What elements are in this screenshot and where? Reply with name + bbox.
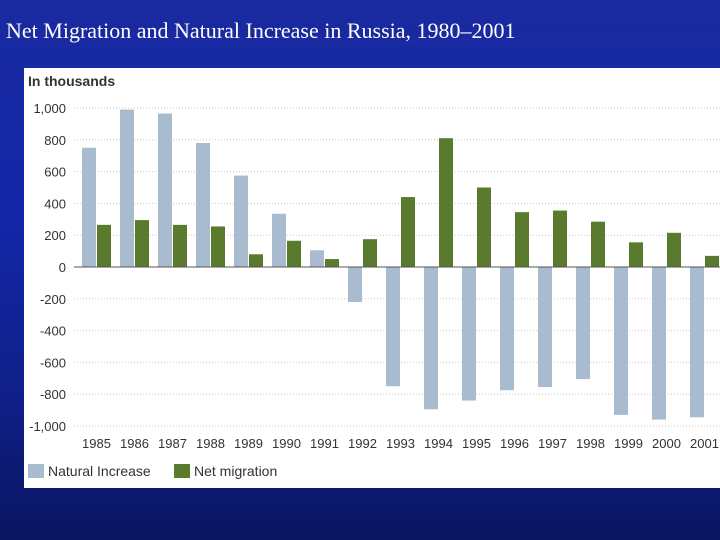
x-tick-label-1989: 1989 — [234, 436, 263, 451]
y-tick-label: 1,000 — [33, 101, 66, 116]
y-axis-ticks: 1,000 800 600 400 200 0 -200 -400 -600 -800 -1,000 — [29, 101, 66, 434]
bar-natural-increase-1989 — [234, 175, 248, 267]
bar-natural-increase-1994 — [424, 267, 438, 410]
bar-natural-increase-2000 — [652, 267, 666, 420]
x-tick-label-1987: 1987 — [158, 436, 187, 451]
bar-natural-increase-1990 — [272, 213, 286, 267]
x-tick-label-1992: 1992 — [348, 436, 377, 451]
y-tick-label: -200 — [40, 292, 66, 307]
bar-natural-increase-1996 — [500, 267, 514, 391]
bar-natural-increase-1995 — [462, 267, 476, 401]
bar-net-migration-1991 — [325, 259, 339, 267]
x-tick-label-1999: 1999 — [614, 436, 643, 451]
x-tick-label-1998: 1998 — [576, 436, 605, 451]
x-tick-label-1993: 1993 — [386, 436, 415, 451]
y-tick-label: -1,000 — [29, 419, 66, 434]
bar-net-migration-2000 — [667, 232, 681, 267]
legend: Natural Increase Net migration — [28, 463, 277, 479]
bar-chart: In thousands 1,0008006004002000-200-400-… — [28, 73, 720, 479]
slide-title: Net Migration and Natural Increase in Ru… — [6, 18, 516, 43]
x-tick-label-1994: 1994 — [424, 436, 453, 451]
bar-net-migration-1985 — [97, 224, 111, 267]
bar-net-migration-1990 — [287, 240, 301, 267]
bar-natural-increase-1992 — [348, 267, 362, 302]
x-tick-label-2000: 2000 — [652, 436, 681, 451]
legend-swatch-net-migration — [174, 464, 190, 478]
bar-net-migration-1986 — [135, 220, 149, 267]
y-axis-unit-label: In thousands — [28, 73, 115, 89]
bar-net-migration-1997 — [553, 210, 567, 267]
bar-net-migration-1993 — [401, 197, 415, 267]
y-tick-label: -600 — [40, 355, 66, 370]
x-tick-label-1990: 1990 — [272, 436, 301, 451]
bar-net-migration-1988 — [211, 226, 225, 267]
bar-natural-increase-1985 — [82, 147, 96, 267]
bar-natural-increase-1998 — [576, 267, 590, 380]
y-tick-label: 800 — [44, 133, 66, 148]
bar-natural-increase-2001 — [690, 267, 704, 418]
bar-natural-increase-1987 — [158, 113, 172, 267]
bar-net-migration-1998 — [591, 221, 605, 267]
y-tick-label: -400 — [40, 324, 66, 339]
y-tick-label: 200 — [44, 228, 66, 243]
bar-net-migration-1992 — [363, 239, 377, 267]
bar-net-migration-1996 — [515, 212, 529, 267]
bar-net-migration-1995 — [477, 187, 491, 267]
chart-panel: In thousands 1,000 800 600 400 200 0 -200 -400-… — [24, 68, 720, 488]
bar-natural-increase-1997 — [538, 267, 552, 388]
x-tick-label-1985: 1985 — [82, 436, 111, 451]
x-tick-label-1996: 1996 — [500, 436, 529, 451]
bar-net-migration-1987 — [173, 224, 187, 267]
x-axis-ticks: 1985 1986 1987 1988 1989 1990 1991 1992 1993 1994… — [82, 436, 719, 451]
bar-natural-increase-1988 — [196, 142, 210, 267]
y-tick-label: 0 — [59, 260, 66, 275]
decorative-side-stripe — [0, 62, 24, 492]
bar-net-migration-1999 — [629, 242, 643, 267]
y-tick-label: -800 — [40, 387, 66, 402]
bar-natural-increase-1986 — [120, 109, 134, 267]
y-tick-label: 400 — [44, 196, 66, 211]
bar-natural-increase-1991 — [310, 250, 324, 267]
bars — [82, 109, 719, 420]
bar-natural-increase-1999 — [614, 267, 628, 415]
legend-label-net-migration: Net migration — [194, 463, 277, 479]
bar-net-migration-1994 — [439, 138, 453, 267]
bar-net-migration-2001 — [705, 255, 719, 267]
legend-label-natural-increase: Natural Increase — [48, 463, 151, 479]
x-tick-label-1986: 1986 — [120, 436, 149, 451]
x-tick-label-2001: 2001 — [690, 436, 719, 451]
x-tick-label-1991: 1991 — [310, 436, 339, 451]
bar-net-migration-1989 — [249, 254, 263, 267]
x-tick-label-1988: 1988 — [196, 436, 225, 451]
x-tick-label-1995: 1995 — [462, 436, 491, 451]
x-tick-label-1997: 1997 — [538, 436, 567, 451]
y-tick-label: 600 — [44, 165, 66, 180]
legend-swatch-natural-increase — [28, 464, 44, 478]
bar-natural-increase-1993 — [386, 267, 400, 387]
